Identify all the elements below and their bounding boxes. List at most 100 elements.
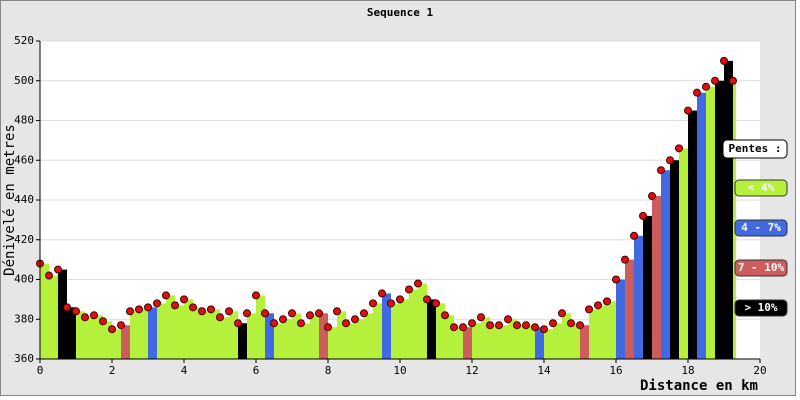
point xyxy=(180,295,188,304)
point xyxy=(495,321,503,330)
x-axis-label: Distance en km xyxy=(640,378,758,394)
bar xyxy=(733,80,736,359)
point xyxy=(234,319,242,328)
point xyxy=(423,295,431,304)
bar xyxy=(589,309,598,359)
point xyxy=(324,323,332,332)
point xyxy=(369,299,377,308)
point xyxy=(351,315,359,324)
point xyxy=(405,285,413,294)
bar xyxy=(319,313,328,359)
point xyxy=(63,303,71,312)
legend-label: > 10% xyxy=(744,301,777,314)
bar xyxy=(364,313,373,359)
x-tick-label: 16 xyxy=(609,364,622,377)
bar xyxy=(652,196,661,359)
point xyxy=(621,255,629,264)
bar xyxy=(67,307,76,359)
bar xyxy=(463,327,472,359)
point xyxy=(243,309,251,318)
bar xyxy=(598,305,607,359)
bar xyxy=(85,317,94,359)
bar xyxy=(211,309,220,359)
point xyxy=(360,309,368,318)
point xyxy=(81,313,89,322)
x-tick-label: 14 xyxy=(537,364,551,377)
bar xyxy=(490,325,499,359)
bar xyxy=(121,325,130,359)
point xyxy=(459,323,467,332)
point xyxy=(144,303,152,312)
bar xyxy=(238,323,247,359)
y-tick-label: 380 xyxy=(14,312,34,325)
bar xyxy=(634,235,643,359)
bar xyxy=(544,329,553,359)
legend-swatch xyxy=(734,179,788,197)
bar xyxy=(724,60,733,359)
bar xyxy=(517,325,526,359)
bar xyxy=(445,315,454,359)
point xyxy=(171,301,179,310)
point xyxy=(297,319,305,328)
point xyxy=(477,313,485,322)
bar xyxy=(283,319,292,359)
point xyxy=(513,321,521,330)
bar xyxy=(310,315,319,359)
bar xyxy=(166,295,175,359)
point xyxy=(720,56,728,65)
bar xyxy=(76,311,85,359)
y-tick-label: 400 xyxy=(14,273,34,286)
point xyxy=(162,291,170,300)
point xyxy=(54,265,62,274)
bar xyxy=(328,327,337,359)
point xyxy=(576,321,584,330)
point xyxy=(378,289,386,298)
bar xyxy=(679,148,688,359)
point xyxy=(630,231,638,240)
point xyxy=(270,319,278,328)
bar xyxy=(688,110,697,359)
bar xyxy=(94,315,103,359)
point xyxy=(639,211,647,220)
bar xyxy=(697,92,706,360)
point xyxy=(549,319,557,328)
point xyxy=(675,144,683,153)
point xyxy=(198,307,206,316)
bar xyxy=(580,325,589,359)
y-tick-label: 420 xyxy=(14,233,34,246)
point xyxy=(252,291,260,300)
point xyxy=(207,305,215,314)
point xyxy=(603,297,611,306)
legend-swatch xyxy=(734,219,788,237)
x-tick-label: 20 xyxy=(753,364,766,377)
point xyxy=(702,82,710,91)
x-tick-label: 2 xyxy=(109,364,116,377)
point xyxy=(585,305,593,314)
bar xyxy=(472,323,481,359)
legend-title: Pentes : xyxy=(729,142,782,155)
point xyxy=(216,313,224,322)
bar xyxy=(571,323,580,359)
point xyxy=(225,307,233,316)
point xyxy=(711,76,719,85)
point xyxy=(531,323,539,332)
y-tick-label: 440 xyxy=(14,193,34,206)
bar xyxy=(130,311,139,359)
bar xyxy=(625,259,634,359)
point xyxy=(387,299,395,308)
point xyxy=(126,307,134,316)
legend-swatch xyxy=(734,299,788,317)
bar xyxy=(508,319,517,359)
bar xyxy=(409,289,418,359)
x-tick-label: 6 xyxy=(253,364,260,377)
bar xyxy=(427,299,436,359)
bar xyxy=(256,295,265,359)
point xyxy=(693,88,701,97)
bar xyxy=(391,303,400,359)
bar xyxy=(139,309,148,359)
bar xyxy=(499,325,508,359)
bar xyxy=(157,303,166,359)
point xyxy=(45,271,53,280)
bar xyxy=(715,80,724,359)
legend-swatch xyxy=(734,259,788,277)
